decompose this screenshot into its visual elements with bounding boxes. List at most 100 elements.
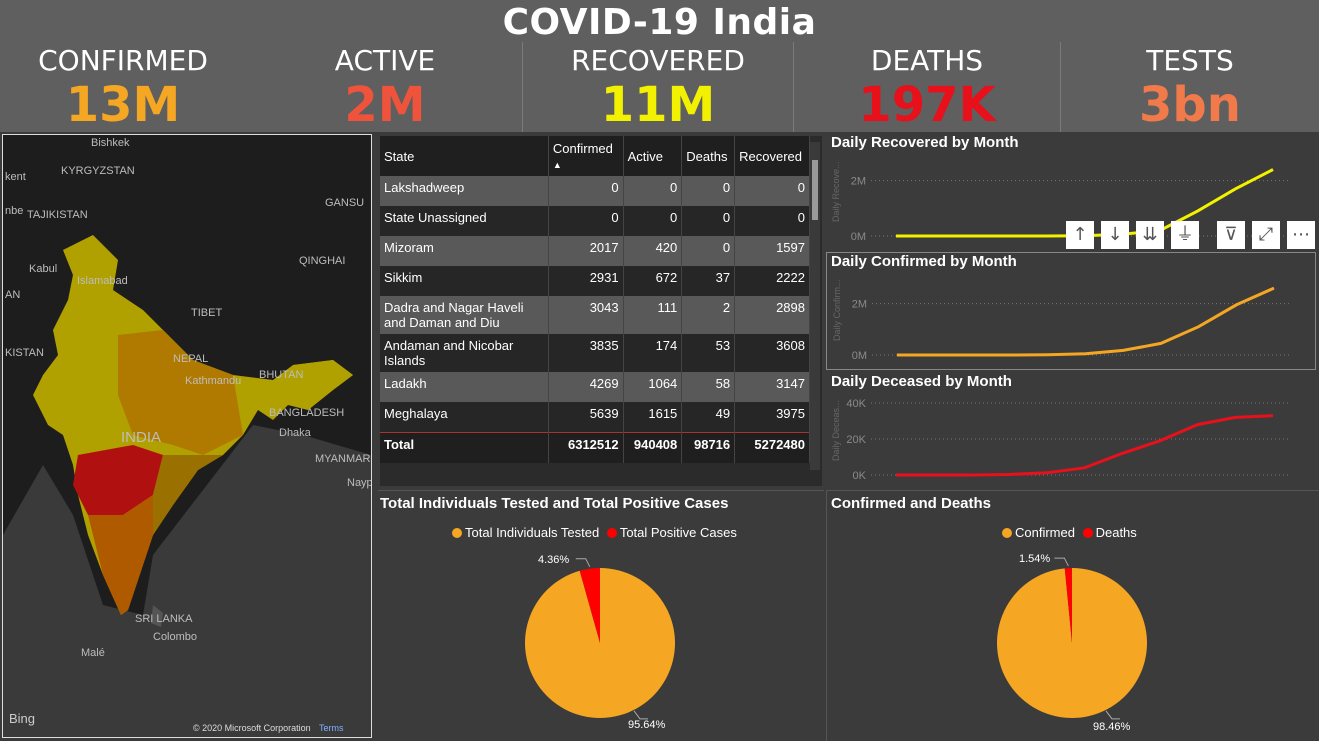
cell-state: Sikkim — [380, 266, 549, 296]
map-canvas — [3, 135, 371, 737]
kpi-row: CONFIRMED 13M ACTIVE 2M RECOVERED 11M DE… — [0, 42, 1319, 132]
map-label: GANSU — [325, 197, 365, 209]
table-row[interactable]: Meghalaya 5639 1615 49 3975 — [380, 402, 810, 433]
pie-panel-confirmed-deaths[interactable]: Confirmed and Deaths Confirmed Deaths 1.… — [826, 490, 1319, 741]
table-row[interactable]: Dadra and Nagar Haveli and Daman and Diu… — [380, 296, 810, 334]
map-label: MYANMAR — [315, 453, 371, 465]
y-tick-label: 0M — [852, 350, 867, 362]
cell-confirmed: 2931 — [548, 266, 624, 296]
leader-line — [1105, 710, 1120, 720]
kpi-tests[interactable]: TESTS 3bn — [1061, 42, 1319, 132]
cell-confirmed: 3043 — [548, 296, 624, 334]
cell-recovered: 1597 — [734, 236, 810, 266]
go-to-next-level-icon[interactable]: ⇊ — [1136, 221, 1164, 249]
map-terms-link[interactable]: Terms — [319, 723, 344, 733]
cell-confirmed: 0 — [548, 176, 624, 206]
kpi-confirmed[interactable]: CONFIRMED 13M — [0, 42, 246, 132]
pie-slice — [997, 568, 1148, 718]
kpi-active-value: 2M — [344, 77, 426, 133]
chart-daily-deceased[interactable]: Daily Deceased by Month 0K 20K 40K Daily De… — [826, 373, 1319, 489]
kpi-confirmed-value: 13M — [65, 77, 181, 133]
table-row[interactable]: Andaman and Nicobar Islands 3835 174 53 … — [380, 334, 810, 372]
state-table: State Confirmed ▲ Active Deaths Recovered… — [380, 136, 822, 486]
cell-confirmed: 0 — [548, 206, 624, 236]
pie-pct-label: 98.46% — [1093, 721, 1131, 733]
table-scrollbar[interactable] — [810, 142, 820, 470]
cell-state: Lakshadweep — [380, 176, 549, 206]
pie-pct-label: 95.64% — [628, 719, 666, 731]
col-header-active[interactable]: Active — [623, 136, 683, 176]
chart-legend: Confirmed Deaths — [1002, 525, 1137, 540]
table-row[interactable]: State Unassigned 0 0 0 0 — [380, 206, 810, 236]
kpi-divider — [1060, 42, 1061, 132]
chart-legend: Total Individuals Tested Total Positive … — [452, 525, 737, 540]
cell-deaths: 2 — [681, 296, 736, 334]
leader-line — [633, 710, 648, 720]
table-row[interactable]: Mizoram 2017 420 0 1597 — [380, 236, 810, 266]
cell-deaths: 49 — [681, 402, 736, 433]
legend-dot — [1082, 528, 1093, 538]
table-scroll-thumb[interactable] — [812, 160, 818, 220]
expand-hierarchy-icon[interactable]: ⏚ — [1171, 221, 1199, 249]
cell-active: 0 — [623, 206, 683, 236]
drill-up-icon[interactable]: ↑ — [1066, 221, 1094, 249]
col-header-confirmed[interactable]: Confirmed ▲ — [548, 136, 624, 176]
table-total-row: Total 6312512 940408 98716 5272480 — [380, 432, 810, 463]
cell-total-recovered: 5272480 — [734, 432, 810, 463]
table-row[interactable]: Lakshadweep 0 0 0 0 — [380, 176, 810, 206]
kpi-active[interactable]: ACTIVE 2M — [260, 42, 510, 132]
map-label: BANGLADESH — [269, 407, 345, 419]
table-row[interactable]: Ladakh 4269 1064 58 3147 — [380, 372, 810, 402]
kpi-deaths[interactable]: DEATHS 197K — [794, 42, 1060, 132]
col-header-recovered[interactable]: Recovered — [734, 136, 810, 176]
y-tick-label: 0M — [851, 231, 866, 243]
cell-state: Meghalaya — [380, 402, 549, 433]
india-map[interactable]: Bishkek KYRGYZSTAN TAJIKISTAN Kabul Isla… — [2, 134, 372, 738]
chart-daily-confirmed[interactable]: Daily Confirmed by Month 0M 2M Daily Confi… — [826, 252, 1316, 370]
map-label: QINGHAI — [299, 255, 346, 267]
map-label: KYRGYZSTAN — [61, 165, 135, 177]
kpi-tests-label: TESTS — [1146, 44, 1234, 77]
pie-pct-label: 4.36% — [538, 554, 570, 566]
drill-down-icon[interactable]: ↓ — [1101, 221, 1129, 249]
cell-total-label: Total — [380, 432, 549, 463]
map-label: TAJIKISTAN — [27, 209, 88, 221]
map-label: kent — [5, 171, 26, 183]
pie-chart-confirmed-deaths — [997, 557, 1148, 720]
map-label: INDIA — [121, 429, 162, 446]
more-options-icon[interactable]: ⋯ — [1287, 221, 1315, 249]
focus-mode-icon[interactable]: ⤢ — [1252, 221, 1280, 249]
col-header-deaths[interactable]: Deaths — [681, 136, 736, 176]
cell-active: 1064 — [623, 372, 683, 402]
col-header-state[interactable]: State — [380, 136, 549, 176]
cell-state: Andaman and Nicobar Islands — [380, 334, 549, 372]
cell-total-active: 940408 — [623, 432, 683, 463]
cell-state: Mizoram — [380, 236, 549, 266]
col-header-confirmed-label: Confirmed — [552, 141, 613, 156]
legend-label: Total Individuals Tested — [465, 525, 600, 540]
cell-confirmed: 2017 — [548, 236, 624, 266]
table-row[interactable]: Sikkim 2931 672 37 2222 — [380, 266, 810, 296]
bing-logo: Bing — [9, 711, 36, 726]
filter-icon[interactable]: ⊽ — [1217, 221, 1245, 249]
kpi-tests-value: 3bn — [1139, 77, 1241, 133]
kpi-recovered[interactable]: RECOVERED 11M — [523, 42, 793, 132]
map-label: nbe — [5, 205, 24, 217]
cell-total-confirmed: 6312512 — [548, 432, 624, 463]
map-label: Nayp — [347, 477, 372, 489]
map-label: AN — [5, 289, 21, 301]
chart-title: Daily Confirmed by Month — [831, 253, 1017, 270]
map-label: Colombo — [153, 631, 198, 643]
map-label: Dhaka — [279, 427, 311, 439]
cell-recovered: 0 — [734, 176, 810, 206]
legend-label: Confirmed — [1015, 525, 1075, 540]
legend-dot — [452, 528, 462, 538]
kpi-recovered-label: RECOVERED — [571, 44, 745, 77]
pie-panel-tests[interactable]: Total Individuals Tested and Total Posit… — [378, 490, 824, 741]
cell-active: 174 — [623, 334, 683, 372]
y-tick-label: 2M — [851, 176, 866, 188]
cell-recovered: 0 — [734, 206, 810, 236]
cell-active: 672 — [623, 266, 683, 296]
map-label: Islamabad — [77, 275, 128, 287]
cell-active: 111 — [623, 296, 683, 334]
